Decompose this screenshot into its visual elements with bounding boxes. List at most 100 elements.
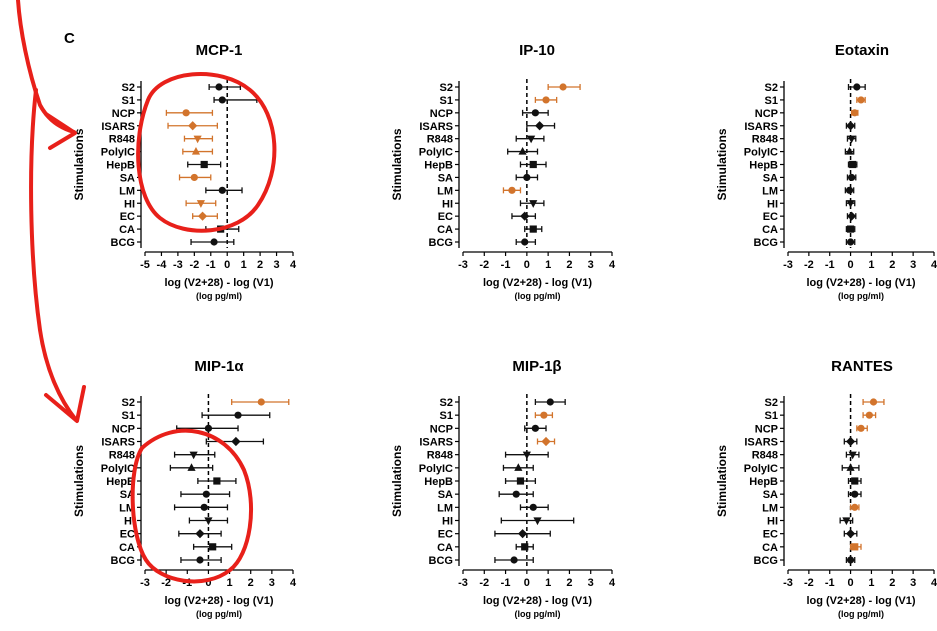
chart-panels: MCP-1StimulationsS2S1NCPISARSR848PolyICH… [72, 42, 937, 619]
data-point [845, 436, 856, 447]
data-point [845, 121, 856, 131]
y-tick-label: R848 [109, 134, 135, 146]
y-tick-label: SA [763, 172, 778, 184]
x-axis-unit: (log pg/ml) [515, 609, 561, 619]
data-point [520, 211, 530, 221]
y-tick-label: S1 [122, 95, 135, 107]
x-axis-unit: (log pg/ml) [196, 291, 242, 301]
y-tick-label: HepB [106, 476, 135, 488]
chart-title: Eotaxin [835, 42, 889, 59]
x-tick-label: 4 [931, 577, 937, 589]
data-point [546, 398, 554, 406]
y-tick-label: CA [762, 224, 778, 236]
data-point [231, 436, 241, 447]
x-tick-label: 3 [910, 577, 916, 589]
data-point [529, 160, 537, 169]
x-tick-label: 3 [269, 577, 275, 589]
y-tick-label: NCP [755, 423, 778, 435]
x-tick-label: -3 [458, 259, 468, 271]
data-point [182, 109, 190, 117]
data-point [846, 463, 855, 471]
y-axis-label: Stimulations [715, 128, 729, 200]
data-point [845, 186, 854, 194]
y-tick-label: S2 [765, 397, 778, 409]
y-tick-label: BCG [429, 237, 453, 249]
x-tick-label: 2 [566, 577, 572, 589]
x-tick-label: 2 [257, 259, 263, 271]
y-tick-label: NCP [112, 108, 135, 120]
x-tick-label: 0 [848, 577, 854, 589]
data-point [210, 238, 218, 246]
y-tick-label: S2 [440, 82, 453, 94]
x-tick-label: 3 [910, 259, 916, 271]
panel-letter: C [64, 30, 75, 47]
y-tick-label: EC [120, 529, 135, 541]
x-tick-label: -1 [501, 577, 511, 589]
x-tick-label: 3 [588, 259, 594, 271]
data-point [521, 238, 529, 246]
x-axis-unit: (log pg/ml) [515, 291, 561, 301]
x-tick-label: 2 [889, 259, 895, 271]
y-tick-label: CA [437, 542, 453, 554]
data-point [202, 490, 210, 498]
x-tick-label: 1 [868, 259, 874, 271]
chart-title: MIP-1α [194, 358, 244, 375]
x-tick-label: -1 [825, 259, 835, 271]
y-tick-label: SA [438, 489, 453, 501]
y-tick-label: BCG [111, 237, 135, 249]
y-tick-label: NCP [755, 108, 778, 120]
y-tick-label: EC [438, 529, 453, 541]
y-tick-label: BCG [754, 555, 778, 567]
x-tick-label: 4 [931, 259, 937, 271]
x-tick-label: 2 [889, 577, 895, 589]
y-tick-label: HI [767, 516, 778, 528]
x-tick-label: -2 [479, 577, 489, 589]
hand-drawn-annotations [16, 0, 277, 584]
y-tick-label: R848 [752, 450, 778, 462]
data-point [204, 424, 213, 432]
y-tick-label: ISARS [101, 437, 135, 449]
y-tick-label: LM [762, 502, 778, 514]
x-tick-label: -2 [479, 259, 489, 271]
x-axis-label: log (V2+28) - log (V1) [483, 277, 592, 289]
y-tick-label: S1 [765, 95, 778, 107]
y-tick-label: ISARS [419, 437, 453, 449]
data-point [215, 83, 223, 91]
data-point [851, 477, 859, 485]
data-point [847, 211, 857, 221]
y-tick-label: R848 [427, 450, 453, 462]
data-point [527, 135, 536, 144]
x-tick-label: 1 [545, 259, 551, 271]
x-tick-label: -2 [804, 577, 814, 589]
y-tick-label: PolyIC [744, 463, 778, 475]
y-tick-label: HepB [424, 160, 453, 172]
data-point [197, 211, 208, 221]
y-tick-label: BCG [111, 555, 135, 567]
data-point [187, 463, 196, 471]
x-axis-label: log (V2+28) - log (V1) [483, 595, 592, 607]
data-point [204, 517, 213, 526]
data-point [200, 503, 208, 511]
data-point [514, 463, 523, 471]
data-point [857, 424, 865, 432]
y-tick-label: S2 [122, 82, 135, 94]
y-tick-label: PolyIC [101, 463, 135, 475]
y-tick-label: LM [437, 185, 453, 197]
y-tick-label: LM [437, 502, 453, 514]
chart-panel-3: Eotaxin Stimulations S2S1NCPISARSR848PolyI… [715, 42, 937, 301]
y-tick-label: HI [124, 516, 135, 528]
y-tick-label: PolyIC [101, 147, 135, 159]
y-tick-label: HI [124, 198, 135, 210]
data-point [851, 109, 859, 117]
chart-panel-2: IP-10StimulationsS2S1NCPISARSR848PolyICH… [390, 42, 616, 301]
x-tick-label: 4 [290, 259, 297, 271]
y-tick-label: SA [438, 172, 453, 184]
y-tick-label: PolyIC [419, 463, 453, 475]
data-point [510, 556, 518, 564]
x-tick-label: -2 [161, 577, 171, 589]
y-tick-label: PolyIC [419, 147, 453, 159]
data-point [846, 200, 855, 208]
